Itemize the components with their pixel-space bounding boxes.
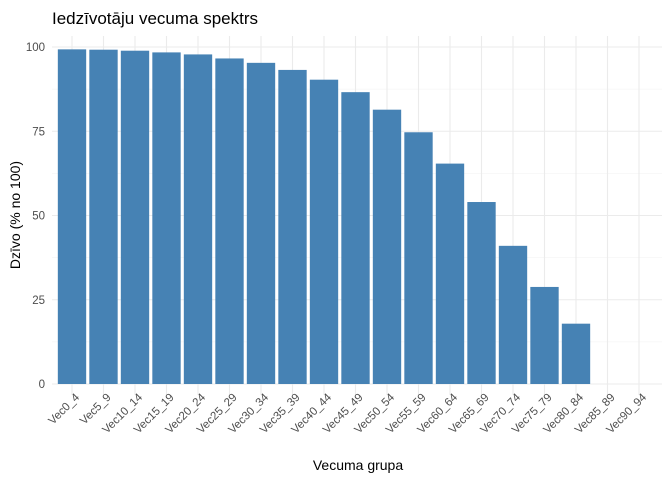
bar-vec10-14 xyxy=(120,50,150,384)
y-tick-labels: 0 25 50 75 100 xyxy=(26,42,45,391)
bar-vec70-74 xyxy=(498,245,528,384)
bars xyxy=(57,49,591,385)
bar-vec40-44 xyxy=(309,79,339,385)
bar-vec35-39 xyxy=(278,69,307,384)
y-tick-label: 100 xyxy=(26,42,45,54)
bar-vec5-9 xyxy=(89,49,118,385)
bar-vec65-69 xyxy=(467,202,496,384)
x-axis-title: Vecuma grupa xyxy=(313,457,403,473)
bar-vec25-29 xyxy=(215,58,244,384)
bar-vec15-19 xyxy=(152,52,181,384)
bar-vec60-64 xyxy=(435,163,465,384)
bar-vec45-49 xyxy=(341,92,370,385)
chart-title: Iedzīvotāju vecuma spektrs xyxy=(52,9,258,28)
y-tick-label: 75 xyxy=(32,126,45,138)
bar-vec80-84 xyxy=(561,323,591,384)
bar-vec55-59 xyxy=(404,132,433,384)
y-tick-label: 0 xyxy=(39,379,45,391)
bar-vec20-24 xyxy=(183,54,213,384)
bar-vec75-79 xyxy=(530,286,559,384)
bar-vec50-54 xyxy=(372,109,402,384)
bar-vec0-4 xyxy=(57,49,87,384)
y-tick-label: 25 xyxy=(32,295,45,307)
y-axis-title: Dzīvo (% no 100) xyxy=(7,161,23,269)
y-tick-label: 50 xyxy=(32,211,45,223)
bar-vec30-34 xyxy=(246,62,276,385)
